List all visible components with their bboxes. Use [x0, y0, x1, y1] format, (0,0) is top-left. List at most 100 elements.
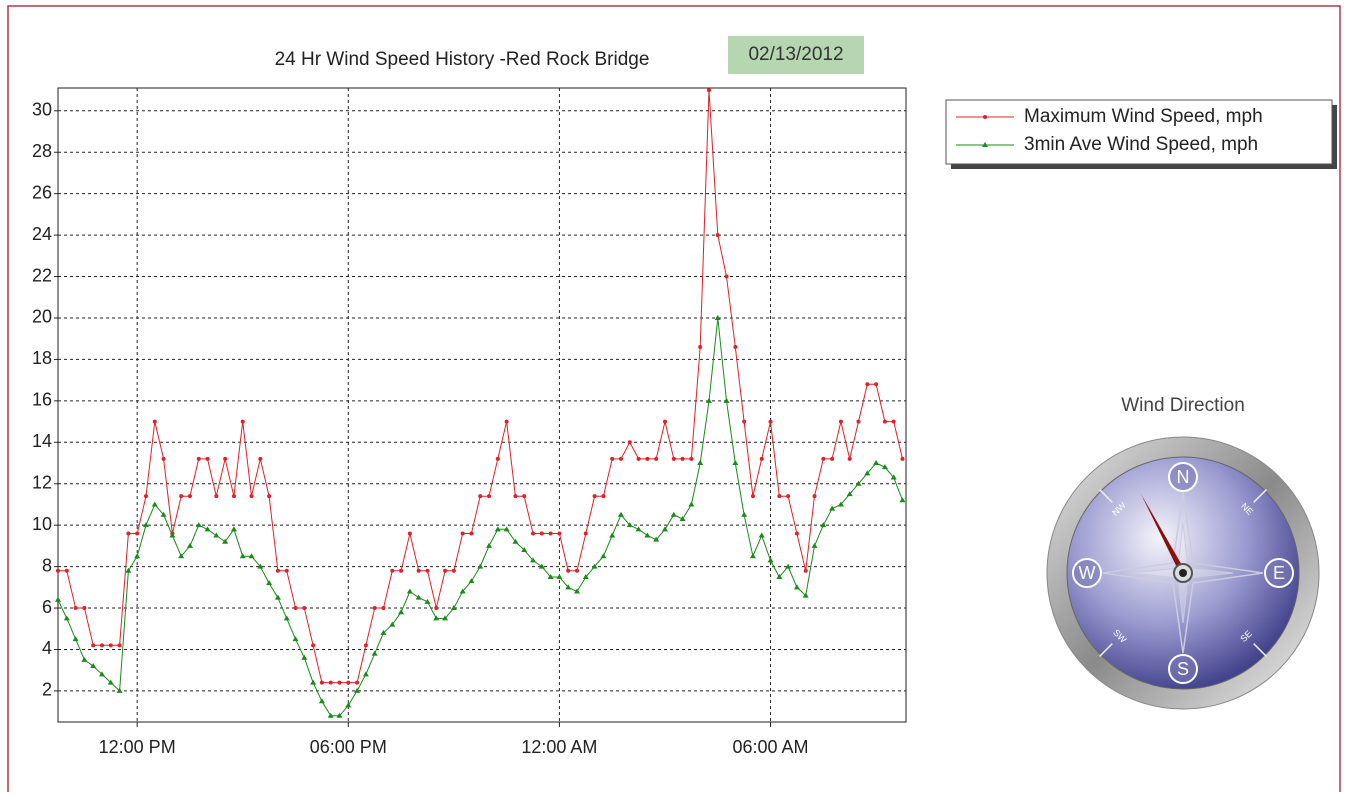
- point: [549, 531, 553, 535]
- point: [522, 494, 526, 498]
- point: [663, 420, 667, 424]
- point: [883, 420, 887, 424]
- y-tick-label: 30: [32, 100, 52, 120]
- point: [126, 531, 130, 535]
- point: [645, 457, 649, 461]
- point: [505, 420, 509, 424]
- point: [848, 457, 852, 461]
- point: [760, 457, 764, 461]
- point: [206, 457, 210, 461]
- point: [593, 494, 597, 498]
- point: [232, 494, 236, 498]
- chart-title: 24 Hr Wind Speed History -Red Rock Bridg…: [275, 49, 650, 70]
- point: [223, 457, 227, 461]
- y-tick-label: 18: [32, 348, 52, 368]
- point: [311, 643, 315, 647]
- point: [294, 606, 298, 610]
- point: [892, 420, 896, 424]
- y-tick-label: 12: [32, 472, 52, 492]
- point: [109, 643, 113, 647]
- cardinal-label: S: [1177, 659, 1189, 679]
- point: [751, 494, 755, 498]
- point: [619, 457, 623, 461]
- cardinal-label: W: [1079, 563, 1096, 583]
- point: [900, 457, 904, 461]
- point: [364, 643, 368, 647]
- legend-label: Maximum Wind Speed, mph: [1024, 106, 1263, 127]
- y-tick-label: 22: [32, 265, 52, 285]
- point: [769, 420, 773, 424]
- point: [355, 681, 359, 685]
- point: [716, 233, 720, 237]
- point: [82, 606, 86, 610]
- point: [337, 681, 341, 685]
- date: 02/13/2012: [748, 44, 843, 65]
- point: [425, 569, 429, 573]
- point: [487, 494, 491, 498]
- point: [804, 569, 808, 573]
- y-tick-label: 6: [42, 597, 52, 617]
- needle-hub-center: [1179, 569, 1187, 577]
- x-tick-label: 06:00 AM: [732, 737, 808, 757]
- point: [557, 531, 561, 535]
- point: [434, 606, 438, 610]
- point: [91, 643, 95, 647]
- point: [267, 494, 271, 498]
- point: [381, 606, 385, 610]
- point: [839, 420, 843, 424]
- point: [566, 569, 570, 573]
- x-tick-label: 12:00 PM: [99, 737, 176, 757]
- point: [188, 494, 192, 498]
- point: [373, 606, 377, 610]
- y-tick-label: 20: [32, 307, 52, 327]
- point: [135, 531, 139, 535]
- point: [276, 569, 280, 573]
- point: [302, 606, 306, 610]
- plot-area: [58, 88, 906, 722]
- y-tick-label: 26: [32, 182, 52, 202]
- point: [725, 275, 729, 279]
- point: [408, 531, 412, 535]
- screen: 24 Hr Wind Speed History -Red Rock Bridg…: [0, 0, 1349, 792]
- point: [681, 457, 685, 461]
- point: [258, 457, 262, 461]
- point: [65, 569, 69, 573]
- point: [390, 569, 394, 573]
- point: [689, 457, 693, 461]
- point: [698, 345, 702, 349]
- point: [329, 681, 333, 685]
- point: [452, 569, 456, 573]
- point: [777, 494, 781, 498]
- point: [813, 494, 817, 498]
- cardinal-label: N: [1177, 467, 1190, 487]
- point: [584, 531, 588, 535]
- legend-label: 3min Ave Wind Speed, mph: [1024, 134, 1258, 155]
- y-tick-label: 24: [32, 224, 52, 244]
- point: [531, 531, 535, 535]
- y-tick-label: 10: [32, 514, 52, 534]
- y-tick-label: 2: [42, 680, 52, 700]
- point: [469, 531, 473, 535]
- point: [637, 457, 641, 461]
- point: [575, 569, 579, 573]
- point: [733, 345, 737, 349]
- point: [250, 494, 254, 498]
- point: [830, 457, 834, 461]
- point: [874, 382, 878, 386]
- compass-title: Wind Direction: [1121, 395, 1245, 416]
- point: [856, 420, 860, 424]
- point: [654, 457, 658, 461]
- y-tick-label: 14: [32, 431, 52, 451]
- point: [241, 420, 245, 424]
- y-tick-label: 4: [42, 638, 52, 658]
- point: [601, 494, 605, 498]
- point: [100, 643, 104, 647]
- point: [74, 606, 78, 610]
- point: [786, 494, 790, 498]
- point: [672, 457, 676, 461]
- point: [320, 681, 324, 685]
- point: [865, 382, 869, 386]
- point: [399, 569, 403, 573]
